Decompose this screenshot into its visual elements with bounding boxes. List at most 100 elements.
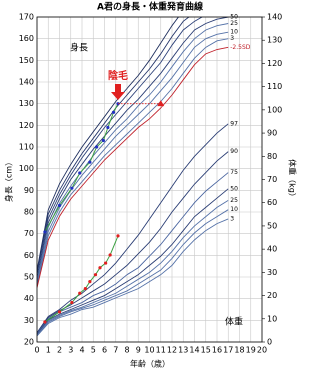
curve-label: 50 — [230, 14, 238, 21]
data-point — [43, 230, 47, 234]
x-tick-label: 10 — [144, 346, 154, 355]
growth-curve — [37, 17, 190, 273]
x-tick-label: 6 — [102, 346, 107, 355]
curve-label: 10 — [230, 29, 238, 36]
y-tick-label: 40 — [24, 294, 34, 303]
y-axis-label: 身長（cm） — [4, 158, 14, 202]
curve-label: 25 — [230, 20, 238, 27]
chart-title: A君の身長・体重発育曲線 — [97, 1, 203, 13]
x-tick-label: 8 — [124, 346, 129, 355]
y2-tick-label: 120 — [267, 59, 282, 68]
data-point — [106, 125, 110, 130]
growth-curve — [37, 218, 229, 337]
curve-label: 50 — [230, 185, 238, 192]
data-point — [108, 253, 112, 257]
growth-curve — [37, 188, 229, 335]
x-tick-label: 19 — [246, 346, 256, 355]
x-tick-label: 9 — [136, 346, 141, 355]
data-point — [78, 171, 82, 175]
y-tick-label: 130 — [19, 99, 34, 108]
data-point — [70, 186, 74, 190]
curve-label: 10 — [230, 206, 238, 213]
y-tick-label: 70 — [24, 229, 34, 238]
x-tick-label: 1 — [46, 346, 51, 355]
curve-label: 75 — [230, 169, 238, 176]
x-tick-label: 15 — [201, 346, 211, 355]
x-tick-label: 2 — [57, 346, 62, 355]
y2-tick-label: 30 — [267, 268, 277, 277]
y2-tick-label: 90 — [267, 129, 277, 138]
data-point — [83, 287, 87, 291]
annotation: 身長 — [70, 42, 88, 54]
y2-axis-label: 体重（kg） — [288, 159, 298, 201]
x-tick-label: 18 — [234, 346, 244, 355]
x-tick-label: 3 — [68, 346, 73, 355]
y2-tick-label: 60 — [267, 198, 277, 207]
patient-line — [44, 103, 119, 233]
growth-curve — [37, 38, 229, 286]
growth-curve — [37, 46, 229, 288]
growth-curve — [37, 31, 229, 284]
x-tick-label: 17 — [223, 346, 233, 355]
y2-tick-label: 100 — [267, 105, 282, 114]
data-point — [57, 310, 62, 314]
growth-curve — [37, 172, 229, 335]
x-tick-label: 7 — [113, 346, 118, 355]
x-tick-label: 13 — [178, 346, 188, 355]
y-tick-label: 50 — [24, 273, 34, 282]
curve-label: 3 — [230, 35, 234, 42]
data-point — [93, 273, 98, 277]
annotation: 体重 — [225, 316, 243, 328]
y-tick-label: 80 — [24, 208, 34, 217]
data-point — [111, 110, 116, 114]
chart: A君の身長・体重発育曲線 身長 体重 陰毛 年齢（歳） 身長（cm） 体重（kg… — [4, 1, 298, 369]
data-point — [116, 234, 120, 238]
curve-label: 3 — [230, 215, 234, 222]
y2-tick-label: 10 — [267, 314, 277, 323]
data-point — [70, 300, 74, 305]
data-point — [101, 138, 105, 143]
curve-label: 97 — [230, 120, 238, 127]
data-point — [104, 261, 108, 265]
growth-curve — [37, 209, 229, 336]
y-tick-label: 170 — [19, 13, 34, 22]
y2-tick-label: 20 — [267, 291, 277, 300]
y2-tick-label: 70 — [267, 175, 277, 184]
y2-tick-label: 130 — [267, 36, 282, 45]
data-point — [88, 160, 92, 164]
data-point — [88, 280, 92, 284]
growth-curve — [37, 200, 229, 336]
x-tick-label: 16 — [212, 346, 222, 355]
patient-line — [44, 235, 119, 323]
data-point — [57, 203, 62, 208]
x-tick-label: 11 — [156, 346, 166, 355]
x-tick-label: 20 — [257, 346, 267, 355]
x-tick-label: 0 — [34, 346, 39, 355]
x-tick-label: 4 — [79, 346, 84, 355]
y-tick-label: 100 — [19, 164, 34, 173]
y-tick-label: 150 — [19, 56, 34, 65]
growth-curve — [37, 123, 229, 333]
curve-label: 90 — [230, 148, 238, 155]
data-point — [78, 291, 82, 295]
y2-tick-label: 50 — [267, 221, 277, 230]
annotation: 陰毛 — [108, 69, 128, 82]
y2-tick-label: 0 — [267, 338, 272, 347]
y2-tick-label: 80 — [267, 152, 277, 161]
growth-curve — [37, 17, 203, 275]
data-point — [95, 145, 99, 149]
data-point — [98, 266, 102, 270]
x-tick-label: 12 — [167, 346, 177, 355]
target-marker — [157, 100, 165, 107]
y-tick-label: 120 — [19, 121, 34, 130]
y2-tick-label: 110 — [267, 82, 282, 91]
y2-tick-label: 40 — [267, 245, 277, 254]
x-tick-label: 14 — [189, 346, 199, 355]
growth-curve — [37, 23, 229, 282]
curve-label: -2.5SD — [230, 44, 251, 51]
growth-curve — [37, 17, 229, 280]
y-tick-label: 60 — [24, 251, 34, 260]
y-tick-label: 20 — [24, 338, 34, 347]
y2-tick-label: 140 — [267, 13, 282, 22]
y-tick-label: 160 — [19, 34, 34, 43]
